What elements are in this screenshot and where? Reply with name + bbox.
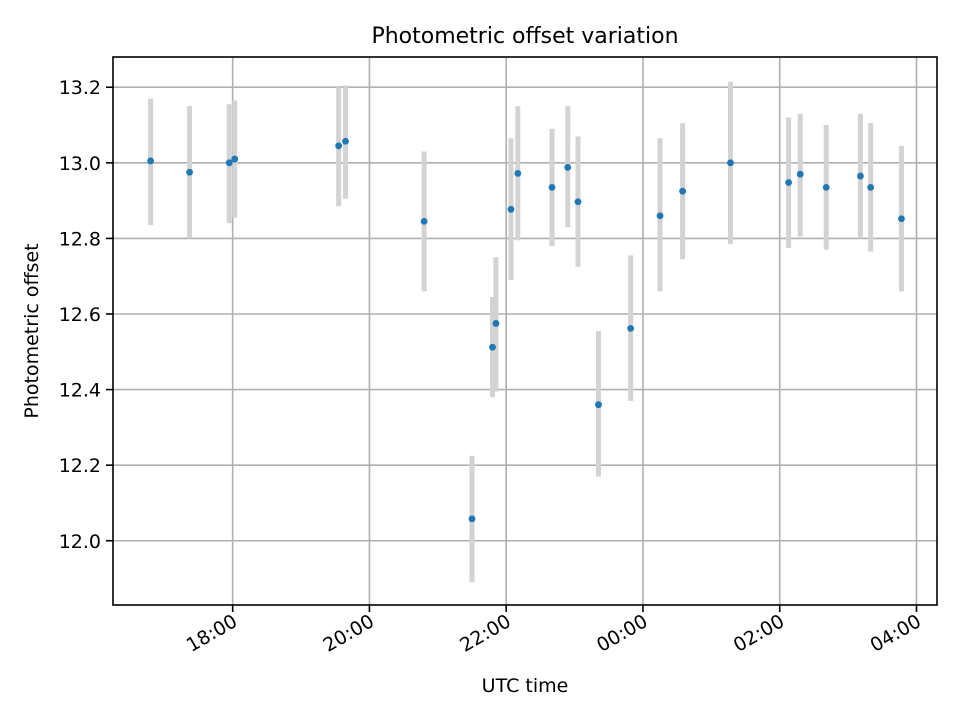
data-point [857, 172, 864, 180]
data-point [656, 212, 664, 220]
data-point [727, 159, 734, 167]
y-tick-label: 12.2 [59, 455, 101, 477]
y-tick-label: 12.6 [59, 304, 101, 326]
data-point [679, 187, 687, 195]
y-tick-label: 12.8 [59, 228, 101, 250]
data-point [627, 324, 635, 332]
y-tick-label: 13.2 [59, 77, 101, 99]
data-point [147, 157, 155, 165]
data-point [342, 137, 349, 145]
y-tick-label: 13.0 [59, 153, 101, 175]
data-point [867, 183, 875, 191]
data-point [595, 401, 602, 409]
data-point [796, 170, 804, 178]
data-point [225, 159, 233, 167]
data-point [186, 168, 193, 176]
y-tick-label: 12.4 [59, 380, 101, 402]
data-point [335, 142, 343, 150]
data-point [420, 218, 428, 225]
y-axis-label: Photometric offset [21, 243, 43, 418]
plot-frame [112, 56, 938, 606]
data-point [231, 155, 239, 163]
data-points [147, 137, 905, 523]
data-point [489, 343, 496, 351]
data-point [468, 515, 476, 523]
data-point [507, 205, 515, 213]
x-axis-label: UTC time [482, 675, 569, 697]
data-point [548, 183, 556, 191]
chart-title: Photometric offset variation [371, 24, 678, 49]
data-point [822, 183, 830, 191]
data-point [574, 198, 582, 206]
data-point [898, 215, 905, 223]
data-point [564, 163, 572, 171]
y-axis-ticks: 12.0 12.2 12.4 12.6 12.8 13.0 13.2 [59, 77, 113, 553]
data-point [514, 170, 522, 177]
grid-lines [113, 57, 937, 605]
y-tick-label: 12.0 [59, 531, 101, 553]
data-point [492, 320, 500, 327]
data-point [785, 179, 793, 186]
